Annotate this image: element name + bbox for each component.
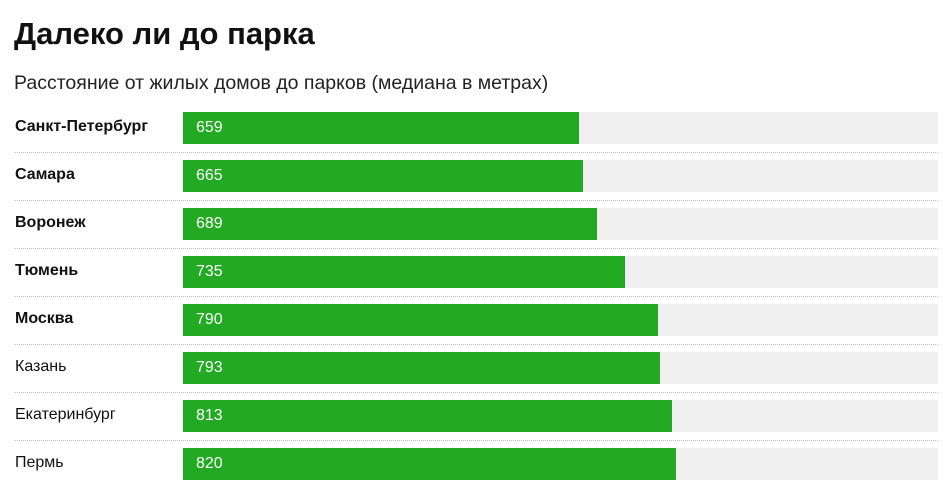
category-label: Москва bbox=[15, 310, 74, 327]
bar: 820 bbox=[183, 448, 676, 480]
category-label: Тюмень bbox=[15, 262, 79, 279]
bar-row: Казань 793 bbox=[0, 348, 950, 396]
bar-track: 790 bbox=[183, 304, 938, 336]
row-divider bbox=[15, 248, 938, 249]
row-divider bbox=[15, 200, 938, 201]
category-label: Екатеринбург bbox=[15, 406, 116, 423]
category-label: Санкт-Петербург bbox=[15, 118, 148, 135]
bar-track: 689 bbox=[183, 208, 938, 240]
row-divider bbox=[15, 440, 938, 441]
bar-value-label: 665 bbox=[196, 167, 223, 184]
bar: 735 bbox=[183, 256, 625, 288]
bar-value-label: 689 bbox=[196, 215, 223, 232]
bar-track: 735 bbox=[183, 256, 938, 288]
category-label: Воронеж bbox=[15, 214, 86, 231]
bar-value-label: 790 bbox=[196, 311, 223, 328]
row-divider bbox=[15, 152, 938, 153]
bar-track: 659 bbox=[183, 112, 938, 144]
bar-track: 793 bbox=[183, 352, 938, 384]
category-label: Пермь bbox=[15, 454, 64, 471]
bar: 793 bbox=[183, 352, 660, 384]
bar: 790 bbox=[183, 304, 658, 336]
bar: 665 bbox=[183, 160, 583, 192]
bar-row: Самара 665 bbox=[0, 156, 950, 204]
bar-value-label: 820 bbox=[196, 455, 223, 472]
bar-track: 813 bbox=[183, 400, 938, 432]
chart-title: Далеко ли до парка bbox=[14, 16, 315, 51]
bar: 659 bbox=[183, 112, 579, 144]
bar: 813 bbox=[183, 400, 672, 432]
bar-chart: Санкт-Петербург 659 Самара 665 Воронеж 689 Тюм… bbox=[0, 108, 950, 486]
row-divider bbox=[15, 296, 938, 297]
bar-row: Санкт-Петербург 659 bbox=[0, 108, 950, 156]
bar-row: Екатеринбург 813 bbox=[0, 396, 950, 444]
bar-track: 665 bbox=[183, 160, 938, 192]
bar-row: Воронеж 689 bbox=[0, 204, 950, 252]
category-label: Самара bbox=[15, 166, 75, 183]
bar-track: 820 bbox=[183, 448, 938, 480]
bar-value-label: 793 bbox=[196, 359, 223, 376]
bar-value-label: 659 bbox=[196, 119, 223, 136]
bar: 689 bbox=[183, 208, 597, 240]
bar-value-label: 813 bbox=[196, 407, 223, 424]
bar-row: Москва 790 bbox=[0, 300, 950, 348]
chart-subtitle: Расстояние от жилых домов до парков (мед… bbox=[14, 72, 549, 94]
row-divider bbox=[15, 344, 938, 345]
category-label: Казань bbox=[15, 358, 67, 375]
row-divider bbox=[15, 392, 938, 393]
bar-value-label: 735 bbox=[196, 263, 223, 280]
bar-row: Пермь 820 bbox=[0, 444, 950, 492]
bar-row: Тюмень 735 bbox=[0, 252, 950, 300]
